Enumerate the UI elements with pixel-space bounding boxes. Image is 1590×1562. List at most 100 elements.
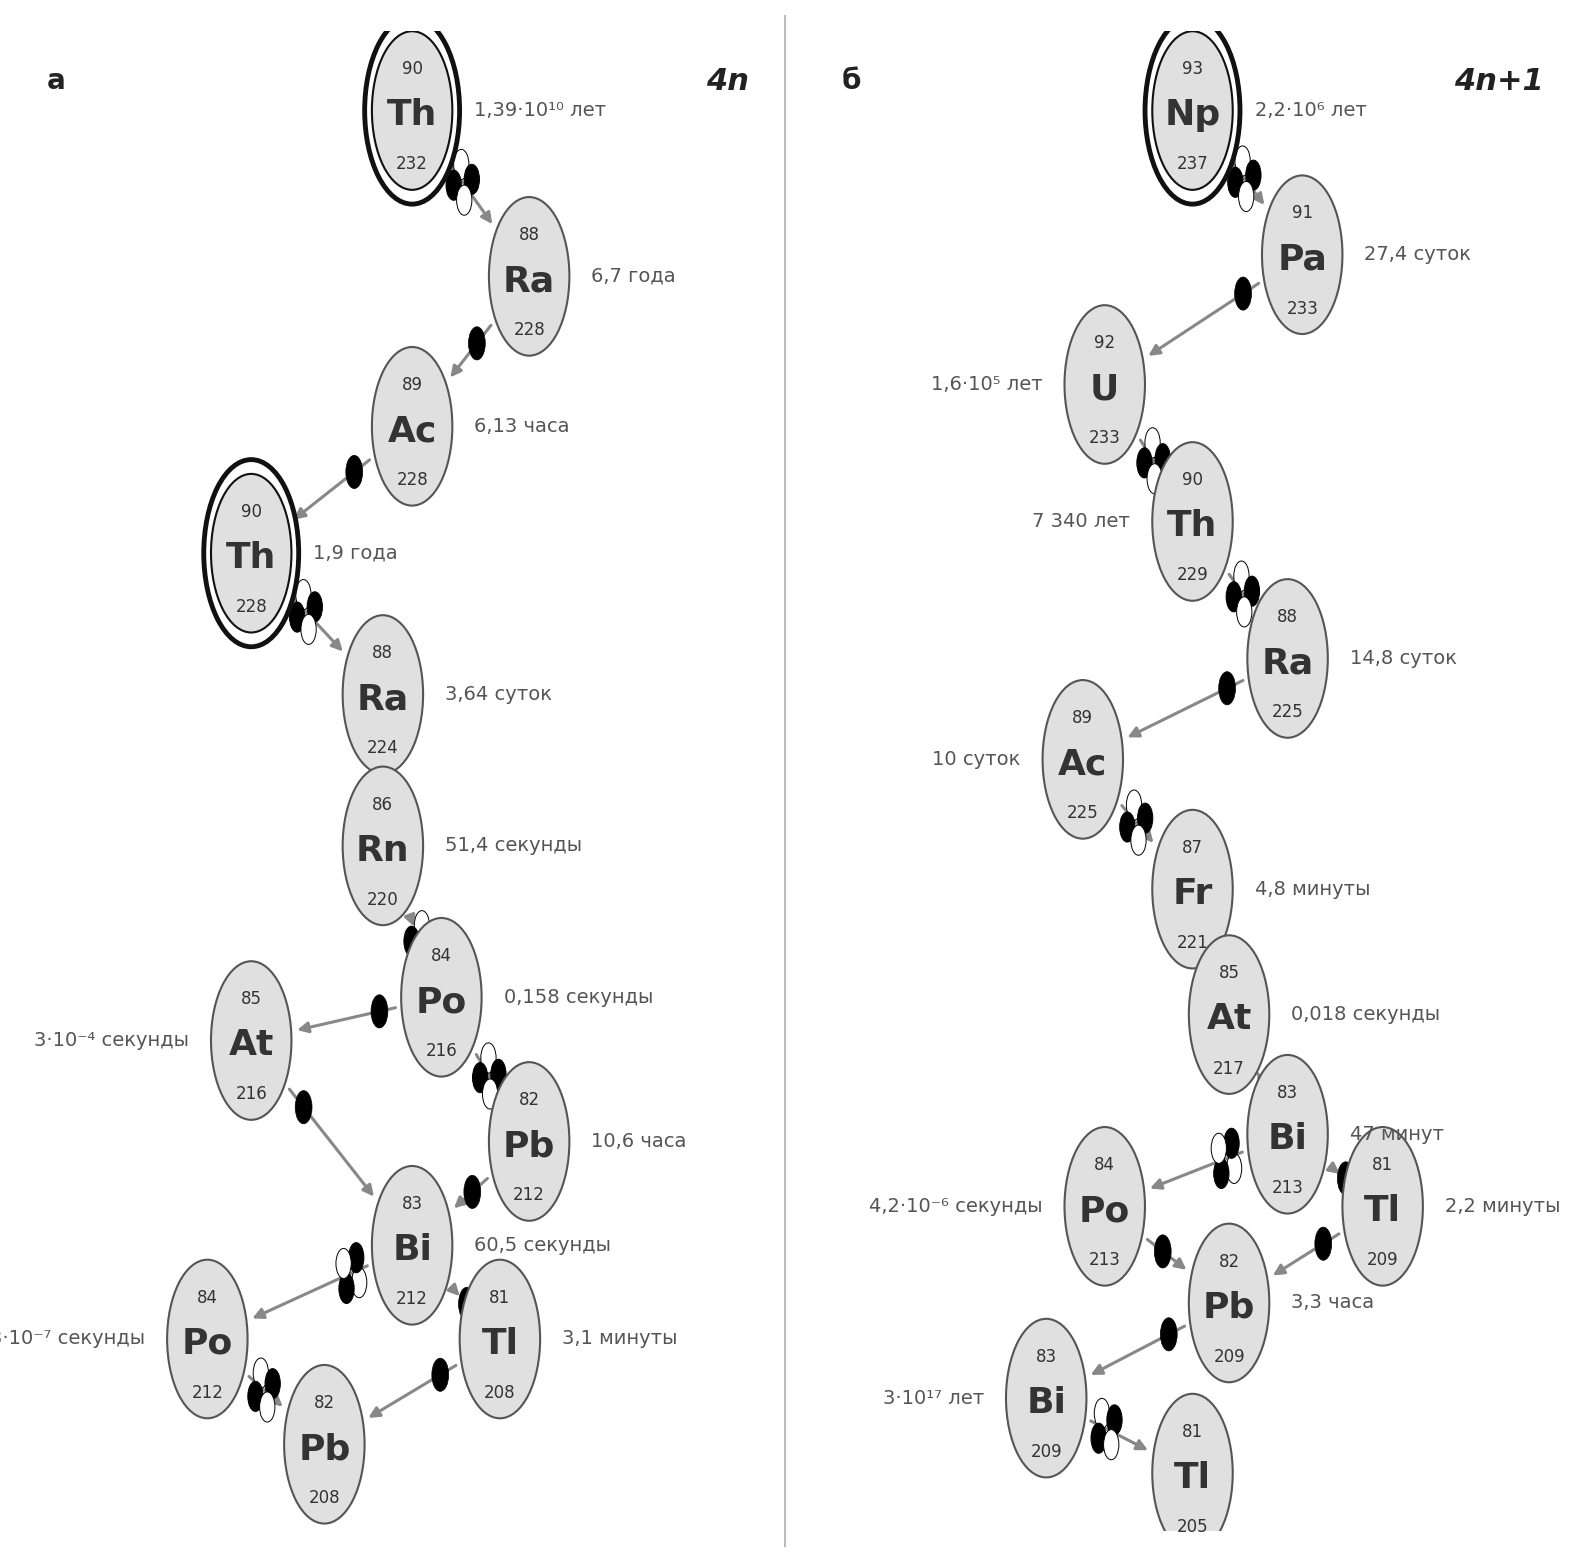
Text: 10,6 часа: 10,6 часа	[591, 1132, 687, 1151]
Text: 89: 89	[402, 376, 423, 394]
Circle shape	[1342, 1128, 1423, 1286]
Text: Bi: Bi	[1267, 1122, 1307, 1156]
Text: 81: 81	[1372, 1156, 1393, 1175]
Text: U: U	[1091, 372, 1119, 406]
Circle shape	[1224, 986, 1240, 1015]
Text: 60,5 секунды: 60,5 секунды	[474, 1236, 611, 1254]
Text: Ra: Ra	[502, 264, 555, 298]
Circle shape	[1119, 812, 1135, 842]
Circle shape	[211, 473, 291, 633]
Text: Tl: Tl	[1173, 1460, 1212, 1495]
Circle shape	[351, 1268, 367, 1298]
Text: 88: 88	[372, 644, 393, 662]
Text: 212: 212	[191, 1384, 223, 1403]
Circle shape	[348, 1243, 364, 1273]
Circle shape	[307, 592, 323, 622]
Circle shape	[369, 789, 385, 820]
Circle shape	[1103, 1429, 1119, 1460]
Circle shape	[480, 1043, 496, 1073]
Circle shape	[1126, 790, 1142, 820]
Circle shape	[253, 1357, 269, 1389]
Text: Pa: Pa	[1277, 242, 1328, 276]
Text: 88: 88	[518, 226, 539, 244]
Text: Np: Np	[1164, 98, 1221, 133]
Circle shape	[204, 459, 299, 647]
Circle shape	[1154, 444, 1170, 473]
Text: а: а	[46, 67, 65, 95]
Circle shape	[369, 815, 385, 845]
Circle shape	[412, 947, 428, 976]
Text: 81: 81	[490, 1289, 510, 1307]
Text: 90: 90	[402, 61, 423, 78]
Circle shape	[1153, 1393, 1232, 1553]
Text: Po: Po	[181, 1326, 234, 1361]
Text: 84: 84	[431, 947, 452, 965]
Circle shape	[1237, 597, 1251, 626]
Text: Pb: Pb	[1204, 1290, 1255, 1325]
Text: At: At	[1207, 1003, 1251, 1036]
Text: 208: 208	[483, 1384, 515, 1403]
Text: 209: 209	[1213, 1348, 1245, 1365]
Text: Ra: Ra	[1261, 647, 1313, 679]
Text: 83: 83	[1035, 1348, 1057, 1365]
Circle shape	[347, 456, 363, 489]
Text: 84: 84	[197, 1289, 218, 1307]
Circle shape	[259, 1392, 275, 1421]
Text: б: б	[841, 67, 860, 95]
Circle shape	[1227, 167, 1243, 197]
Text: 14,8 суток: 14,8 суток	[1350, 648, 1456, 669]
Text: 213: 213	[1272, 1179, 1304, 1196]
Circle shape	[1212, 1134, 1226, 1164]
Circle shape	[1091, 1423, 1107, 1453]
Text: 82: 82	[1218, 1253, 1240, 1271]
Circle shape	[1224, 1128, 1239, 1159]
Circle shape	[1235, 145, 1250, 177]
Text: 6,7 года: 6,7 года	[591, 267, 676, 286]
Circle shape	[1226, 581, 1242, 612]
Text: 2,2 минуты: 2,2 минуты	[1445, 1196, 1560, 1215]
Circle shape	[456, 184, 472, 216]
Circle shape	[285, 1365, 364, 1523]
Circle shape	[370, 995, 388, 1028]
Text: 6,13 часа: 6,13 часа	[474, 417, 569, 436]
Text: Ac: Ac	[388, 414, 437, 448]
Text: 212: 212	[514, 1187, 545, 1204]
Text: 209: 209	[1030, 1443, 1062, 1460]
Circle shape	[464, 164, 480, 194]
Circle shape	[1146, 464, 1162, 494]
Text: Bi: Bi	[393, 1232, 432, 1267]
Text: 237: 237	[1177, 156, 1208, 173]
Circle shape	[432, 1359, 448, 1392]
Text: 3,3 часа: 3,3 часа	[1291, 1293, 1374, 1312]
Text: 1,39·10¹⁰ лет: 1,39·10¹⁰ лет	[474, 102, 606, 120]
Text: 1,9 года: 1,9 года	[313, 544, 398, 562]
Circle shape	[1137, 448, 1153, 478]
Circle shape	[372, 1165, 453, 1325]
Text: 83: 83	[1277, 1084, 1297, 1103]
Text: 90: 90	[240, 503, 262, 522]
Text: Fr: Fr	[1172, 876, 1213, 911]
Circle shape	[1213, 998, 1229, 1028]
Text: 4n: 4n	[706, 67, 749, 97]
Circle shape	[1264, 1087, 1282, 1120]
Circle shape	[1189, 936, 1269, 1093]
Text: 82: 82	[518, 1092, 539, 1109]
Circle shape	[460, 1259, 541, 1418]
Text: 3,1 минуты: 3,1 минуты	[563, 1329, 677, 1348]
Circle shape	[1153, 809, 1232, 968]
Circle shape	[1234, 561, 1250, 590]
Text: 91: 91	[1291, 205, 1313, 222]
Circle shape	[1043, 679, 1123, 839]
Text: 225: 225	[1067, 804, 1099, 822]
Text: 228: 228	[235, 598, 267, 615]
Text: Pb: Pb	[299, 1432, 350, 1467]
Text: 232: 232	[396, 156, 428, 173]
Text: Th: Th	[226, 540, 277, 575]
Text: 83: 83	[402, 1195, 423, 1214]
Circle shape	[1213, 1159, 1229, 1189]
Circle shape	[482, 1079, 498, 1109]
Text: 2,2·10⁶ лет: 2,2·10⁶ лет	[1255, 102, 1366, 120]
Text: 224: 224	[367, 739, 399, 758]
Text: Pb: Pb	[502, 1129, 555, 1164]
Circle shape	[469, 326, 485, 359]
